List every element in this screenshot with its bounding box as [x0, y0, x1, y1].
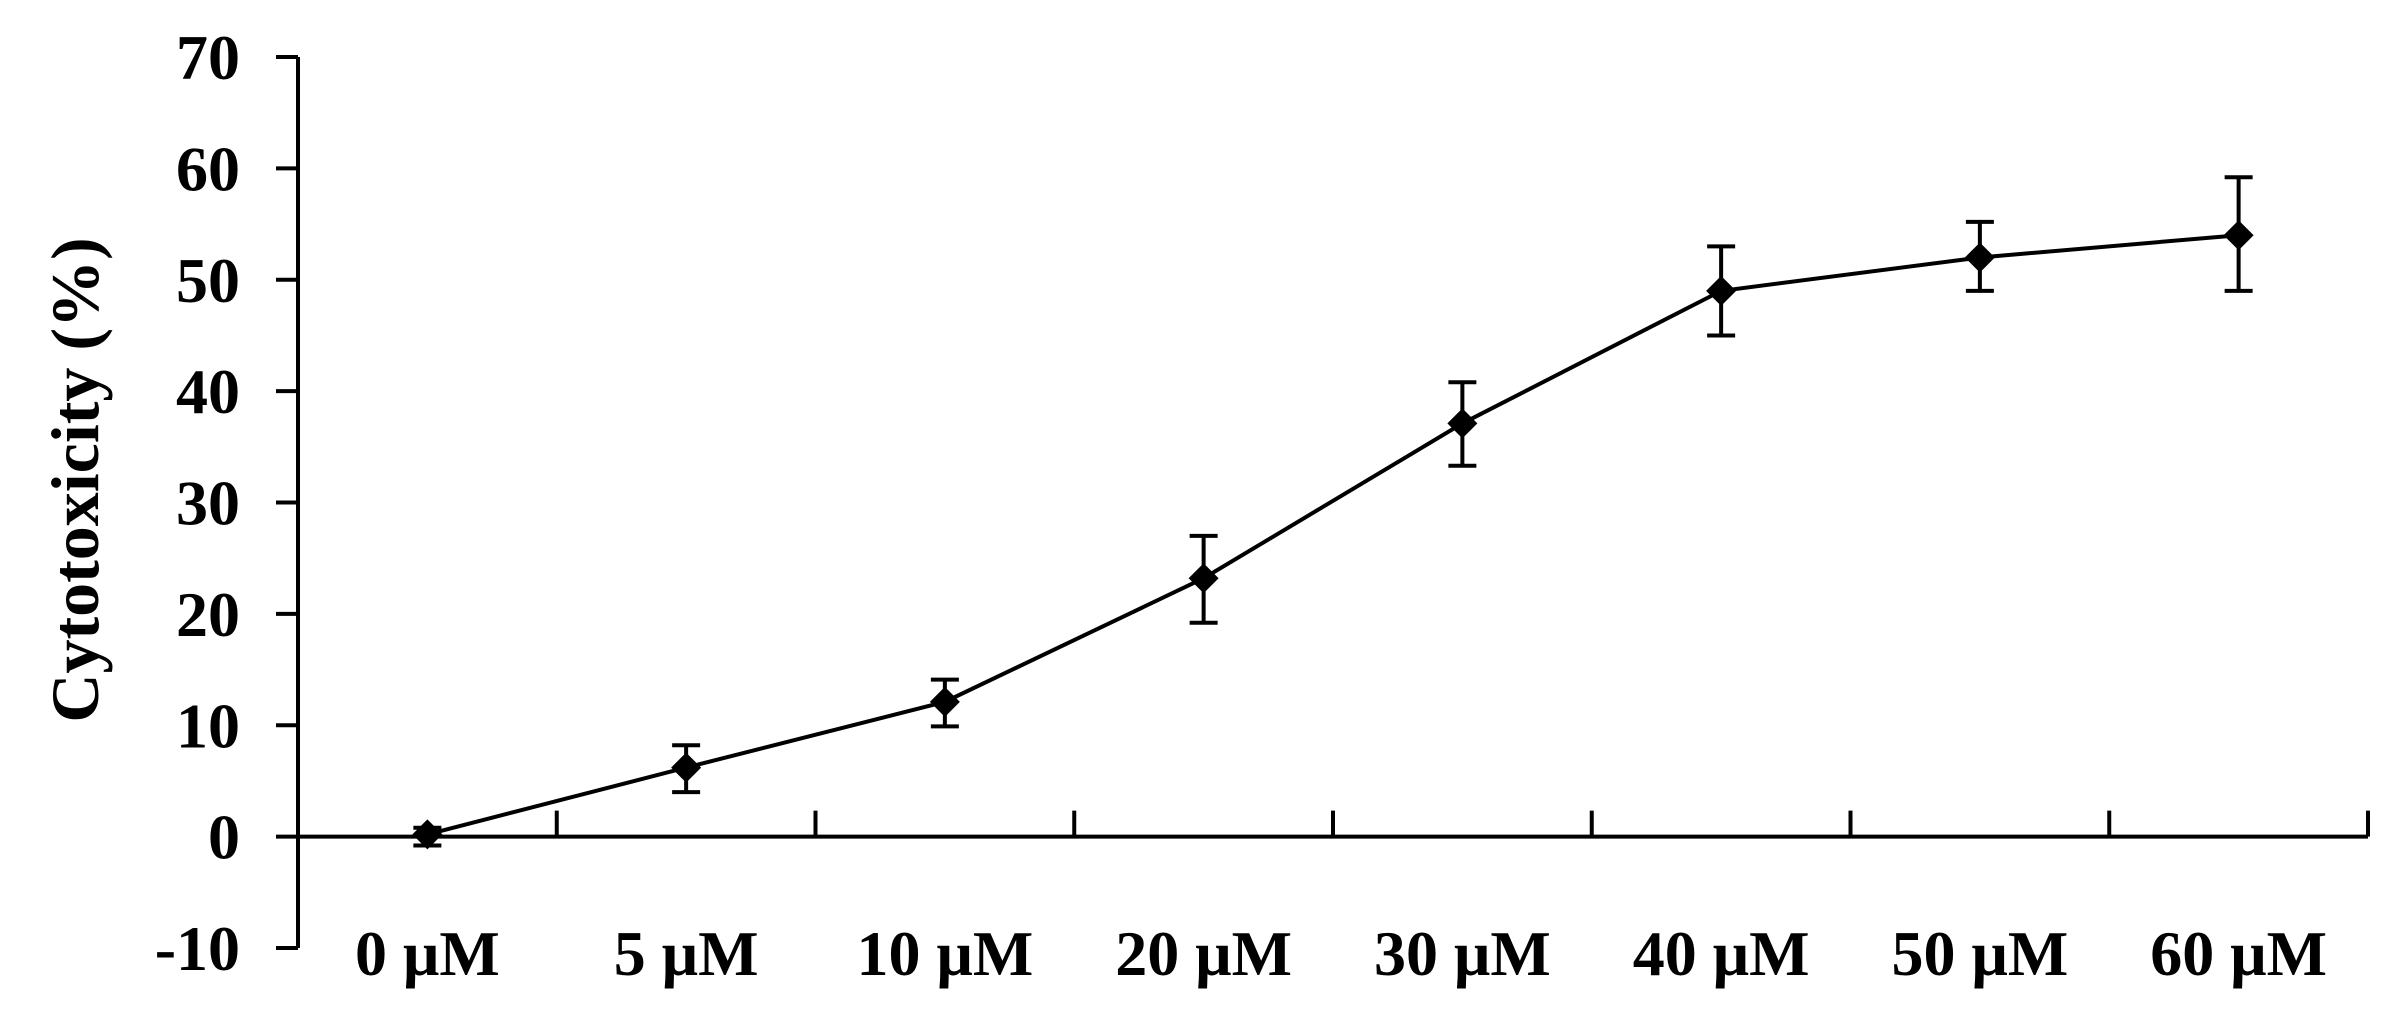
y-tick-label: 20 [176, 579, 240, 650]
x-tick-label: 10 μM [857, 918, 1034, 989]
y-axis-label: Cytotoxicity (%) [37, 237, 113, 722]
series-line [426, 233, 2239, 837]
x-tick-label: 0 μM [355, 918, 500, 989]
x-tick-label: 20 μM [1115, 918, 1292, 989]
x-tick-label: 40 μM [1633, 918, 1810, 989]
series-group [412, 175, 2254, 850]
y-tick-label: 50 [176, 245, 240, 316]
data-point [1964, 242, 1995, 273]
y-tick-label: 0 [208, 802, 240, 873]
data-point [1706, 275, 1737, 306]
data-point [2223, 220, 2254, 251]
y-tick-label: 10 [176, 690, 240, 761]
y-tick-label: 60 [176, 133, 240, 204]
y-tick-label: 70 [176, 22, 240, 93]
x-tick-label: 5 μM [614, 918, 759, 989]
y-tick-label: -10 [155, 913, 240, 984]
data-point [1447, 408, 1478, 439]
x-tick-label: 60 μM [2150, 918, 2327, 989]
data-point [412, 819, 443, 850]
axes: -10 0 10 20 30 40 50 60 70 0 μM 5 μM 10 μM 20 μM 30 μ… [155, 22, 2370, 989]
y-tick-label: 40 [176, 356, 240, 427]
x-tick-label: 30 μM [1374, 918, 1551, 989]
data-point [671, 752, 702, 783]
x-tick-label: 50 μM [1892, 918, 2069, 989]
data-point [1188, 563, 1219, 594]
y-tick-label: 30 [176, 468, 240, 539]
data-point [929, 686, 960, 717]
